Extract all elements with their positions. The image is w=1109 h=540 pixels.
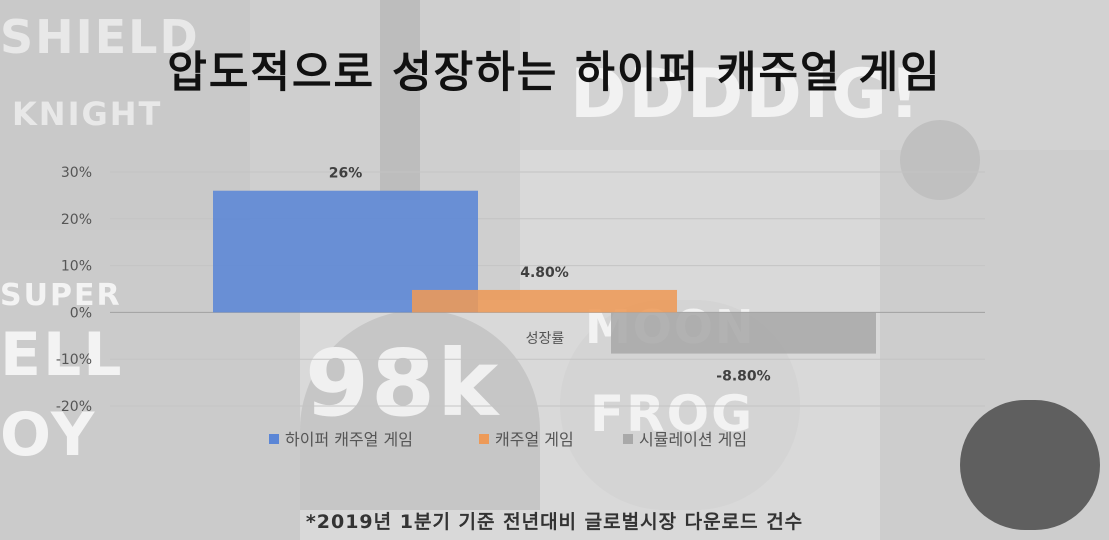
bg-text: SUPER [0,278,122,313]
bg-text: KNIGHT [12,95,163,133]
data-label: 26% [329,166,363,182]
bg-text: OY [0,400,97,470]
data-label: 4.80% [520,265,569,281]
bar-2 [412,289,677,313]
page-title: 압도적으로 성장하는 하이퍼 캐주얼 게임 [167,48,942,98]
legend-swatch [623,434,633,444]
bar-3 [611,312,876,354]
y-axis: 30% 20% 10% 0% -10% -20% [56,165,92,415]
bars [213,190,876,354]
data-label: -8.80% [716,369,770,385]
legend-label: 캐주얼 게임 [495,430,574,449]
y-tick-label: -20% [56,399,92,415]
x-category-label: 성장률 [526,331,565,347]
legend-label: 시뮬레이션 게임 [639,430,747,449]
bg-text: ELL [0,320,124,390]
footnote: *2019년 1분기 기준 전년대비 글로벌시장 다운로드 건수 [305,511,804,533]
bg-text: SHIELD [0,10,200,64]
bg-text: DDDDIG! [570,55,922,134]
y-tick-label: 20% [61,212,92,228]
y-tick-label: 0% [70,305,92,321]
bg-text: FROG [590,385,755,443]
legend-label: 하이퍼 캐주얼 게임 [285,430,413,449]
bg-text: 98k [305,330,501,437]
legend: 하이퍼 캐주얼 게임 캐주얼 게임 시뮬레이션 게임 [269,430,747,449]
legend-swatch [479,434,489,444]
y-tick-label: 10% [61,259,92,275]
y-tick-label: -10% [56,352,92,368]
y-tick-label: 30% [61,165,92,181]
data-labels: 26% 4.80% -8.80% [329,166,771,385]
x-axis: 성장률 [526,331,565,347]
legend-swatch [269,434,279,444]
